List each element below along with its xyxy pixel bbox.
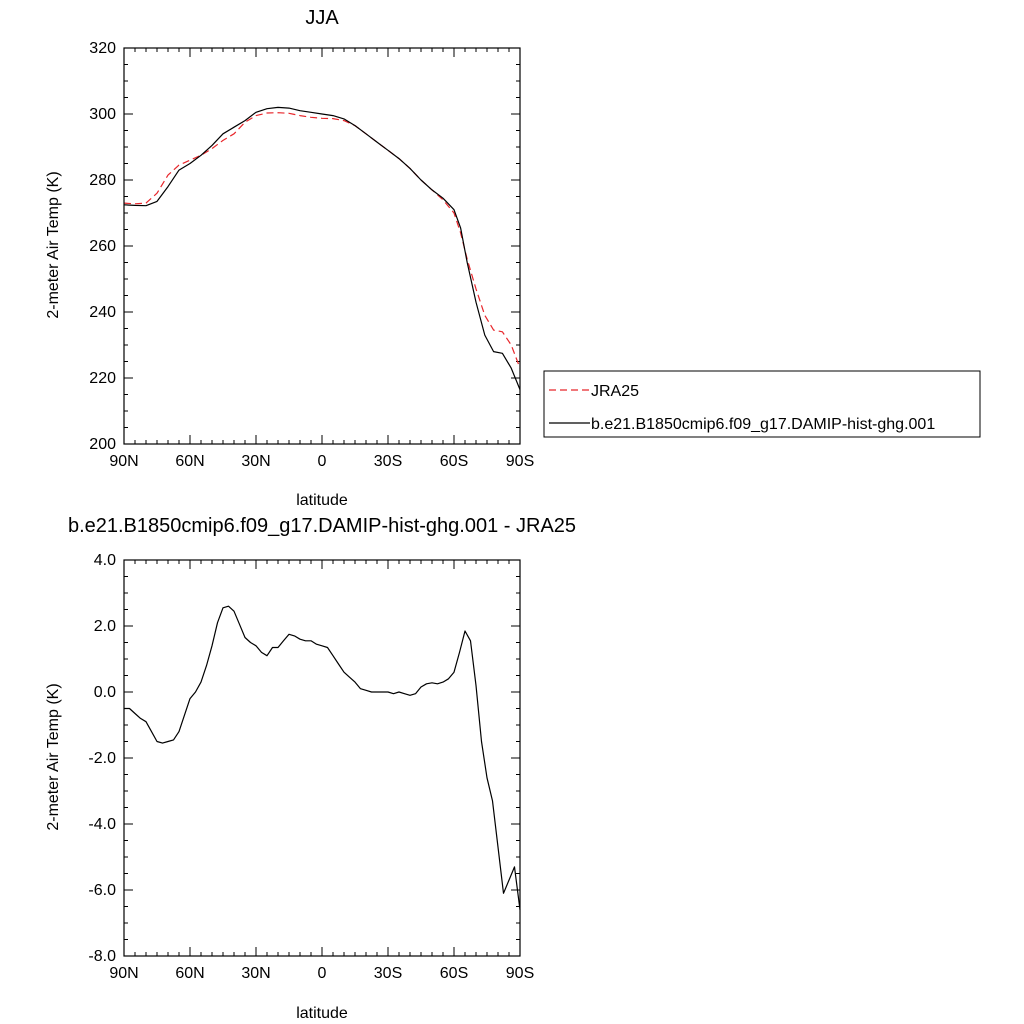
x-tick-label: 60S (440, 453, 468, 470)
y-tick-label: 0.0 (94, 684, 116, 701)
x-tick-label: 60N (175, 965, 204, 982)
bottom-series-line-difference (124, 605, 521, 910)
y-tick-label: 200 (89, 436, 116, 453)
y-tick-label: -8.0 (88, 948, 116, 965)
top-series-line-b-e21-b1850cmip6-f09-g17-damip-hist-ghg-001 (123, 106, 521, 390)
x-tick-label: 90N (109, 965, 138, 982)
legend-box (543, 370, 981, 438)
y-tick-label: -6.0 (88, 882, 116, 899)
bottom-panel: b.e21.B1850cmip6.f09_g17.DAMIP-hist-ghg.… (45, 515, 576, 1022)
x-tick-label: 60S (440, 965, 468, 982)
y-tick-label: 280 (89, 172, 116, 189)
bottom-chart-title: b.e21.B1850cmip6.f09_g17.DAMIP-hist-ghg.… (68, 515, 576, 537)
y-tick-label: -4.0 (88, 816, 116, 833)
top-series-line-jra25 (123, 112, 521, 369)
legend: JRA25 b.e21.B1850cmip6.f09_g17.DAMIP-his… (543, 370, 981, 438)
legend-label-jra25: JRA25 (591, 383, 639, 400)
y-tick-label: 240 (89, 304, 116, 321)
x-tick-label: 0 (318, 453, 327, 470)
x-tick-label: 60N (175, 453, 204, 470)
y-tick-label: 220 (89, 370, 116, 387)
top-series-layer (123, 106, 521, 390)
bottom-x-axis-label: latitude (296, 1005, 348, 1022)
x-tick-label: 90S (506, 453, 534, 470)
y-tick-label: 2.0 (94, 618, 116, 635)
top-chart-title: JJA (305, 7, 339, 29)
y-tick-label: 4.0 (94, 552, 116, 569)
y-tick-label: -2.0 (88, 750, 116, 767)
legend-label-model: b.e21.B1850cmip6.f09_g17.DAMIP-hist-ghg.… (591, 416, 935, 433)
x-tick-label: 0 (318, 965, 327, 982)
x-tick-label: 30N (241, 965, 270, 982)
bottom-axes-ticks: 90N 60N 30N 0 30S 60S 90S -8.0 -6.0 -4.0 -2.0 0.0 2.… (88, 552, 534, 982)
top-plot-frame (123, 47, 521, 445)
bottom-y-axis-label: 2-meter Air Temp (K) (45, 683, 62, 830)
top-panel: JJA 2-meter Air Temp (K) latitude 90N 60N… (45, 7, 534, 509)
top-x-axis-label: latitude (296, 492, 348, 509)
x-tick-label: 30N (241, 453, 270, 470)
x-tick-label: 30S (374, 453, 402, 470)
top-y-axis-label: 2-meter Air Temp (K) (45, 171, 62, 318)
y-tick-label: 300 (89, 106, 116, 123)
x-tick-label: 30S (374, 965, 402, 982)
x-tick-label: 90S (506, 965, 534, 982)
y-tick-label: 320 (89, 40, 116, 57)
bottom-series-layer (124, 605, 521, 910)
y-tick-label: 260 (89, 238, 116, 255)
top-axes-ticks: 90N 60N 30N 0 30S 60S 90S 200 220 240 260 280 300 320 (89, 40, 534, 470)
x-tick-label: 90N (109, 453, 138, 470)
bottom-plot-frame (123, 559, 521, 957)
